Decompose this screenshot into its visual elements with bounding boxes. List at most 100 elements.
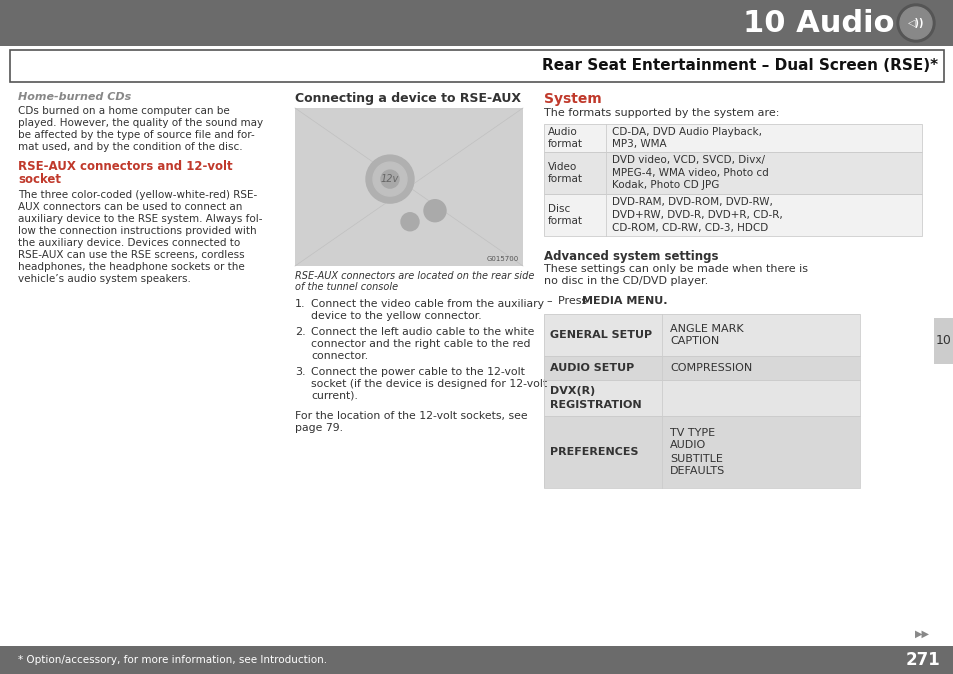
Circle shape bbox=[423, 200, 446, 222]
Text: be affected by the type of source file and for-: be affected by the type of source file a… bbox=[18, 130, 254, 140]
Text: System: System bbox=[543, 92, 601, 106]
Bar bbox=[0, 0, 953, 46]
Text: ◁)): ◁)) bbox=[907, 18, 923, 28]
Text: MEDIA MENU.: MEDIA MENU. bbox=[581, 296, 667, 306]
Bar bbox=[543, 124, 921, 152]
Bar bbox=[294, 108, 522, 266]
Text: For the location of the 12-volt sockets, see: For the location of the 12-volt sockets,… bbox=[294, 411, 527, 421]
Text: mat used, and by the condition of the disc.: mat used, and by the condition of the di… bbox=[18, 142, 242, 152]
Text: Kodak, Photo CD JPG: Kodak, Photo CD JPG bbox=[612, 181, 719, 191]
Circle shape bbox=[899, 7, 931, 39]
Text: RSE-AUX connectors and 12-volt: RSE-AUX connectors and 12-volt bbox=[18, 160, 233, 173]
Text: TV TYPE: TV TYPE bbox=[669, 427, 715, 437]
Text: Connect the video cable from the auxiliary: Connect the video cable from the auxilia… bbox=[311, 299, 543, 309]
Text: the auxiliary device. Devices connected to: the auxiliary device. Devices connected … bbox=[18, 238, 240, 248]
Text: connector.: connector. bbox=[311, 351, 368, 361]
Bar bbox=[543, 356, 859, 380]
Circle shape bbox=[366, 155, 414, 203]
Text: DVD video, VCD, SVCD, Divx/: DVD video, VCD, SVCD, Divx/ bbox=[612, 156, 764, 166]
Text: DVD+RW, DVD-R, DVD+R, CD-R,: DVD+RW, DVD-R, DVD+R, CD-R, bbox=[612, 210, 781, 220]
Text: played. However, the quality of the sound may: played. However, the quality of the soun… bbox=[18, 118, 263, 128]
Bar bbox=[543, 416, 859, 488]
Circle shape bbox=[896, 4, 934, 42]
Circle shape bbox=[373, 162, 407, 196]
Text: format: format bbox=[547, 175, 582, 184]
Bar bbox=[543, 194, 921, 236]
Text: 12v: 12v bbox=[380, 174, 398, 184]
Text: 1.: 1. bbox=[294, 299, 305, 309]
Bar bbox=[543, 152, 921, 194]
Bar bbox=[543, 416, 859, 488]
Text: current).: current). bbox=[311, 391, 357, 401]
Text: socket (if the device is designed for 12-volt: socket (if the device is designed for 12… bbox=[311, 379, 547, 389]
Text: AUDIO SETUP: AUDIO SETUP bbox=[550, 363, 634, 373]
Text: format: format bbox=[547, 140, 582, 149]
Text: RSE-AUX can use the RSE screens, cordless: RSE-AUX can use the RSE screens, cordles… bbox=[18, 250, 244, 260]
Bar bbox=[543, 380, 859, 416]
Text: G015700: G015700 bbox=[486, 256, 518, 262]
Text: RSE-AUX connectors are located on the rear side: RSE-AUX connectors are located on the re… bbox=[294, 271, 534, 281]
Text: COMPRESSION: COMPRESSION bbox=[669, 363, 752, 373]
Text: Disc: Disc bbox=[547, 204, 570, 214]
Text: ▶▶: ▶▶ bbox=[914, 629, 929, 639]
Text: Audio: Audio bbox=[547, 127, 578, 137]
Text: AUX connectors can be used to connect an: AUX connectors can be used to connect an bbox=[18, 202, 242, 212]
Text: 3.: 3. bbox=[294, 367, 305, 377]
Text: MP3, WMA: MP3, WMA bbox=[612, 140, 666, 149]
Text: headphones, the headphone sockets or the: headphones, the headphone sockets or the bbox=[18, 262, 245, 272]
Text: vehicle’s audio system speakers.: vehicle’s audio system speakers. bbox=[18, 274, 191, 284]
Bar bbox=[543, 194, 921, 236]
Text: Connect the power cable to the 12-volt: Connect the power cable to the 12-volt bbox=[311, 367, 524, 377]
Text: Connect the left audio cable to the white: Connect the left audio cable to the whit… bbox=[311, 327, 534, 337]
Bar bbox=[933, 318, 953, 364]
Text: Video: Video bbox=[547, 162, 577, 172]
Text: –: – bbox=[545, 296, 551, 306]
Text: CD-ROM, CD-RW, CD-3, HDCD: CD-ROM, CD-RW, CD-3, HDCD bbox=[612, 222, 767, 233]
Text: 10: 10 bbox=[935, 334, 951, 348]
Text: Home-burned CDs: Home-burned CDs bbox=[18, 92, 132, 102]
Text: connector and the right cable to the red: connector and the right cable to the red bbox=[311, 339, 530, 349]
Text: REGISTRATION: REGISTRATION bbox=[550, 400, 641, 410]
Text: The three color-coded (yellow-white-red) RSE-: The three color-coded (yellow-white-red)… bbox=[18, 190, 257, 200]
Bar bbox=[543, 356, 859, 380]
Text: CAPTION: CAPTION bbox=[669, 336, 719, 346]
Text: ANGLE MARK: ANGLE MARK bbox=[669, 324, 742, 334]
Text: auxiliary device to the RSE system. Always fol-: auxiliary device to the RSE system. Alwa… bbox=[18, 214, 262, 224]
Text: AUDIO: AUDIO bbox=[669, 441, 705, 450]
Text: format: format bbox=[547, 216, 582, 226]
Text: 271: 271 bbox=[904, 651, 939, 669]
Circle shape bbox=[400, 213, 418, 231]
Bar bbox=[0, 646, 953, 674]
Bar bbox=[543, 314, 859, 356]
Bar bbox=[543, 152, 921, 194]
Bar bbox=[10, 50, 943, 82]
Bar bbox=[543, 380, 859, 416]
Text: SUBTITLE: SUBTITLE bbox=[669, 454, 722, 464]
Text: socket: socket bbox=[18, 173, 61, 186]
Text: no disc in the CD/DVD player.: no disc in the CD/DVD player. bbox=[543, 276, 707, 286]
Text: Rear Seat Entertainment – Dual Screen (RSE)*: Rear Seat Entertainment – Dual Screen (R… bbox=[541, 59, 937, 73]
Text: device to the yellow connector.: device to the yellow connector. bbox=[311, 311, 481, 321]
Text: page 79.: page 79. bbox=[294, 423, 343, 433]
Text: CDs burned on a home computer can be: CDs burned on a home computer can be bbox=[18, 106, 230, 116]
Text: DEFAULTS: DEFAULTS bbox=[669, 466, 724, 477]
Bar bbox=[543, 314, 859, 356]
Text: 10 Audio: 10 Audio bbox=[742, 9, 894, 38]
Text: low the connection instructions provided with: low the connection instructions provided… bbox=[18, 226, 256, 236]
Bar bbox=[543, 124, 921, 152]
Text: GENERAL SETUP: GENERAL SETUP bbox=[550, 330, 652, 340]
Text: DVD-RAM, DVD-ROM, DVD-RW,: DVD-RAM, DVD-ROM, DVD-RW, bbox=[612, 197, 772, 208]
Text: DVX(R): DVX(R) bbox=[550, 386, 595, 396]
Text: PREFERENCES: PREFERENCES bbox=[550, 447, 638, 457]
Text: CD-DA, DVD Audio Playback,: CD-DA, DVD Audio Playback, bbox=[612, 127, 761, 137]
Text: 2.: 2. bbox=[294, 327, 305, 337]
Text: Connecting a device to RSE-AUX: Connecting a device to RSE-AUX bbox=[294, 92, 520, 105]
Text: MPEG-4, WMA video, Photo cd: MPEG-4, WMA video, Photo cd bbox=[612, 168, 768, 178]
Text: The formats supported by the system are:: The formats supported by the system are: bbox=[543, 108, 779, 118]
Circle shape bbox=[380, 170, 398, 188]
Text: of the tunnel console: of the tunnel console bbox=[294, 282, 397, 292]
Text: Press: Press bbox=[558, 296, 590, 306]
Text: * Option/accessory, for more information, see Introduction.: * Option/accessory, for more information… bbox=[18, 655, 327, 665]
Text: Advanced system settings: Advanced system settings bbox=[543, 250, 718, 263]
Text: These settings can only be made when there is: These settings can only be made when the… bbox=[543, 264, 807, 274]
